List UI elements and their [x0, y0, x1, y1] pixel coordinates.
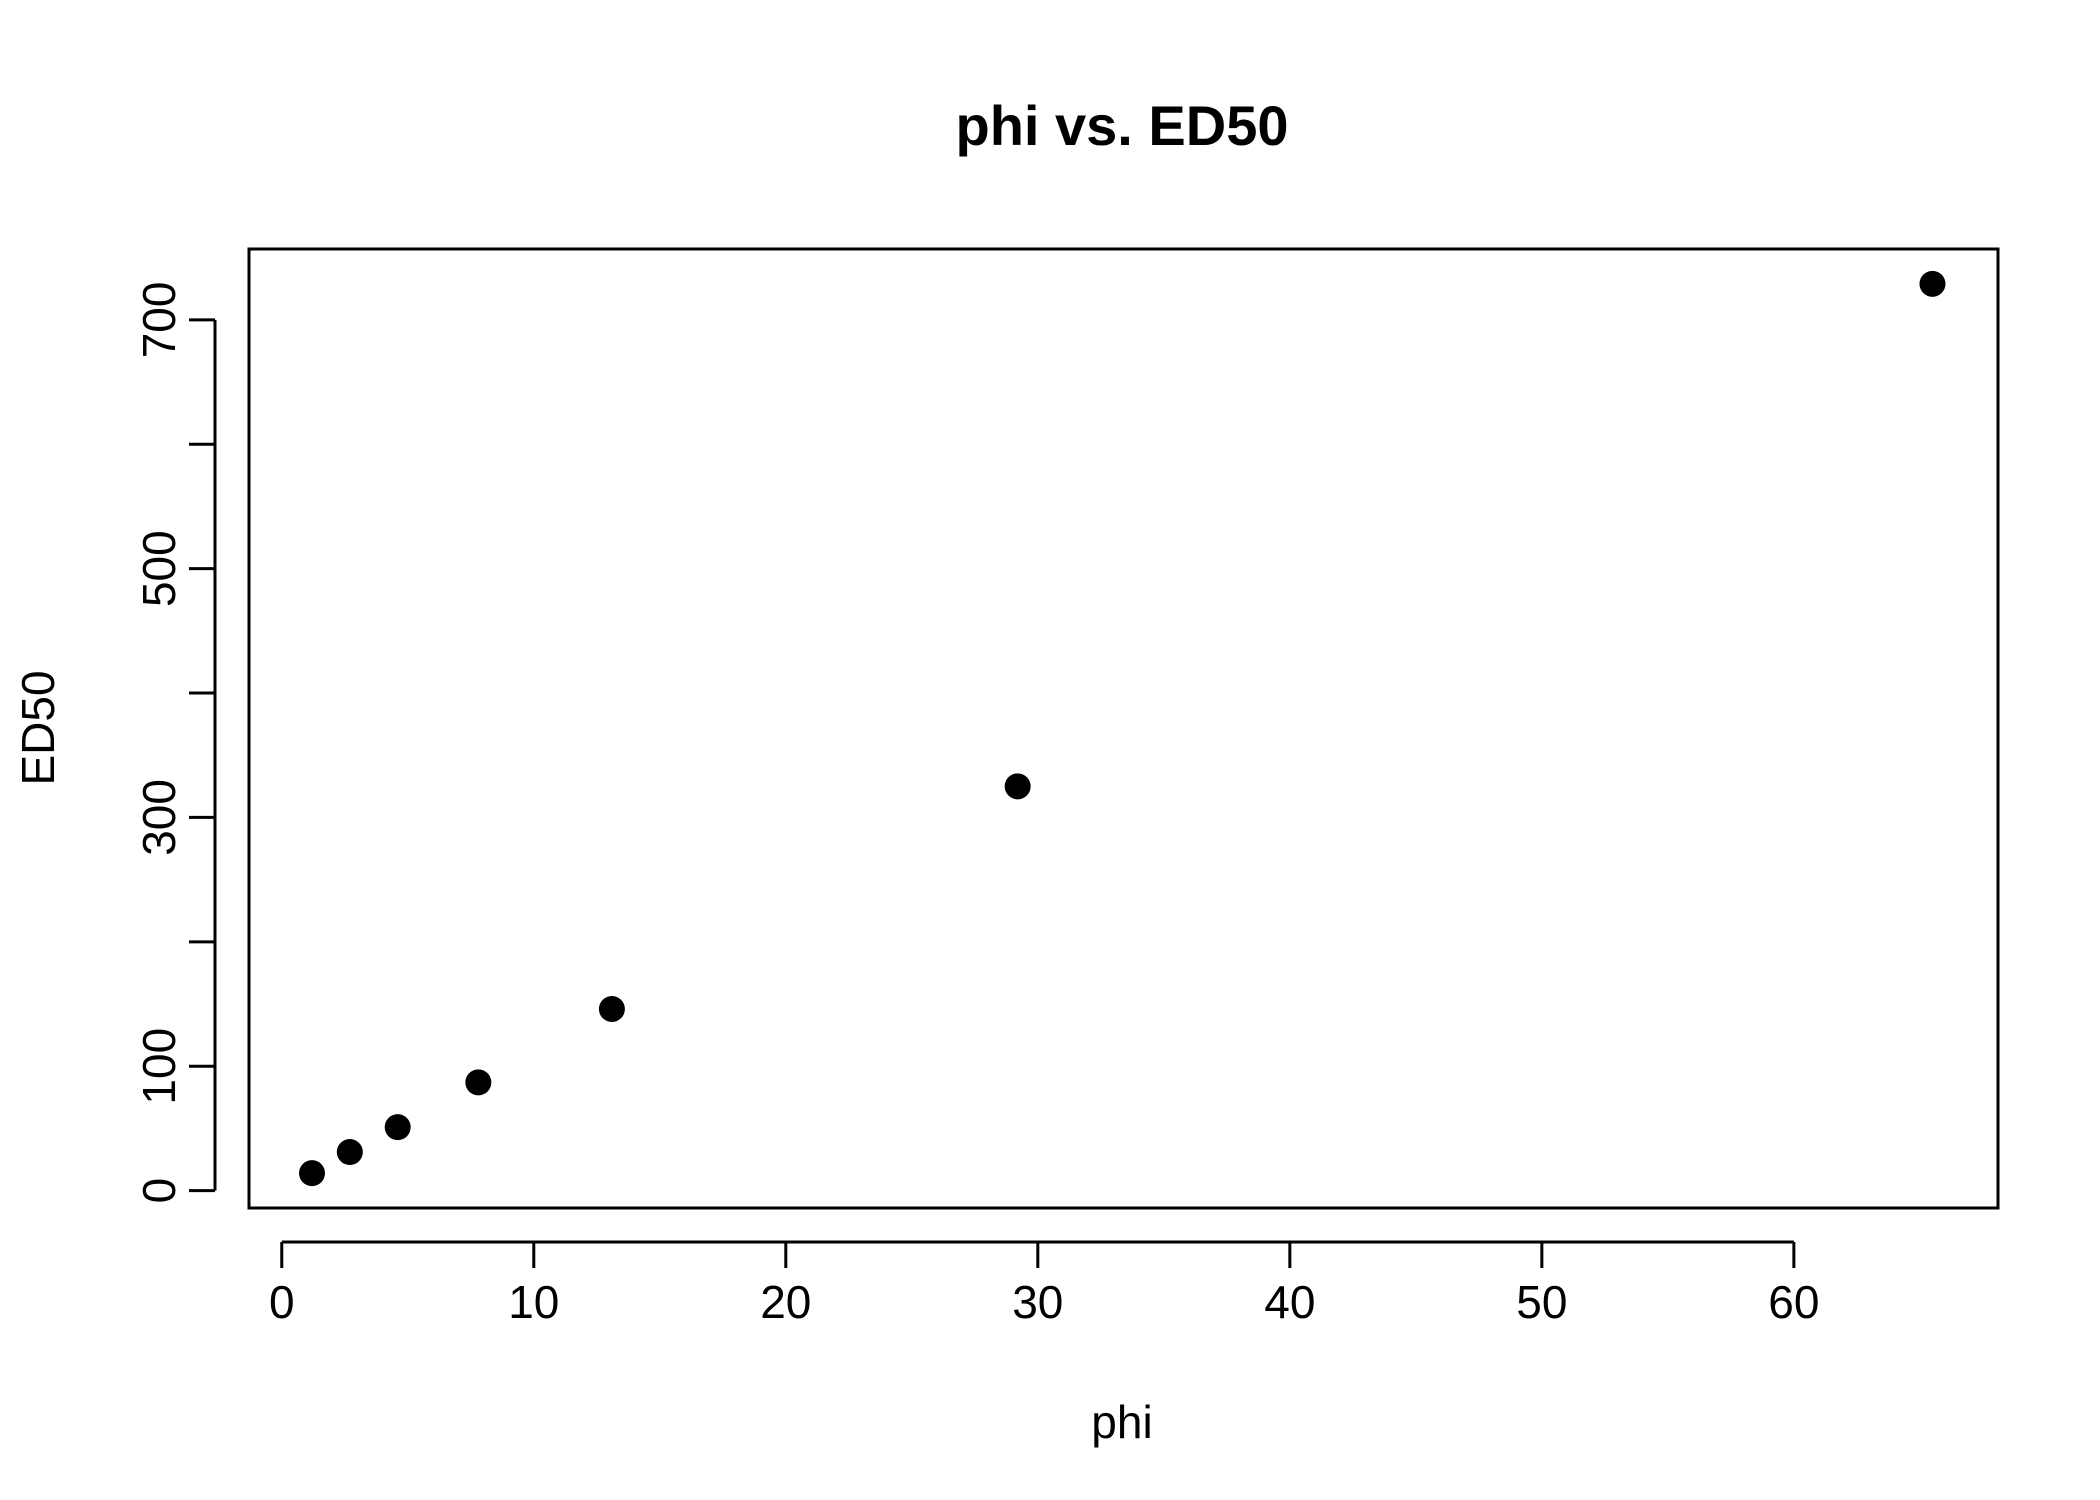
data-point — [336, 1139, 363, 1166]
x-tick-label: 0 — [269, 1276, 295, 1328]
x-tick-label: 60 — [1768, 1276, 1819, 1328]
y-tick-label: 700 — [133, 282, 185, 359]
y-tick-label: 500 — [133, 530, 185, 607]
data-points — [299, 270, 1946, 1187]
x-axis: 0 10 20 30 40 50 60 — [269, 1240, 1819, 1328]
y-axis: 0 100 300 500 700 — [133, 282, 217, 1204]
data-point — [598, 995, 625, 1022]
data-point — [465, 1069, 492, 1096]
x-tick-label: 30 — [1012, 1276, 1063, 1328]
y-tick-label: 300 — [133, 779, 185, 856]
chart-title: phi vs. ED50 — [955, 94, 1288, 157]
x-tick-label: 40 — [1264, 1276, 1315, 1328]
data-point — [1004, 773, 1031, 800]
x-tick-label: 20 — [760, 1276, 811, 1328]
x-tick-label: 50 — [1516, 1276, 1567, 1328]
y-tick-label: 100 — [133, 1028, 185, 1105]
plot-frame — [247, 247, 2000, 1210]
x-tick-label: 10 — [508, 1276, 559, 1328]
data-point — [1919, 270, 1946, 297]
x-axis-label: phi — [1091, 1396, 1152, 1448]
data-point — [299, 1160, 326, 1187]
data-point — [384, 1114, 411, 1141]
y-axis-label: ED50 — [12, 670, 64, 785]
y-tick-label: 0 — [133, 1178, 185, 1204]
